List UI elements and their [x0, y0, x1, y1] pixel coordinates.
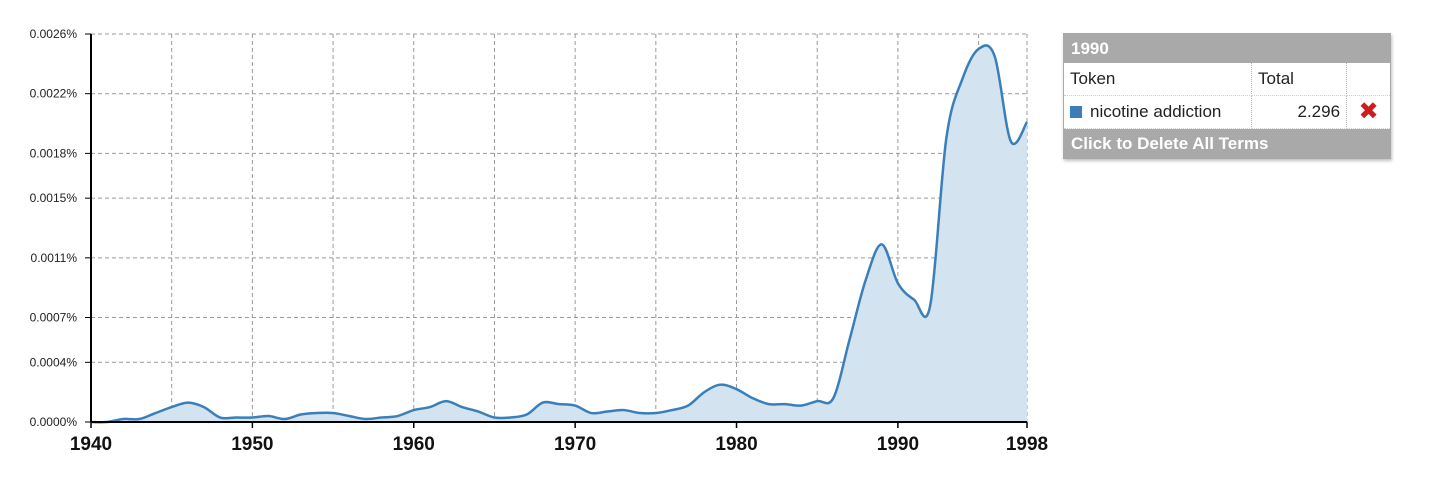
x-tick-label: 1998	[1006, 434, 1048, 455]
delete-icon[interactable]: ✖	[1358, 98, 1379, 125]
legend-delete-cell[interactable]: ✖	[1346, 95, 1390, 129]
chart-svg: 0.0000% 0.0004% 0.0007% 0.0011% 0.0015% 0.001…	[30, 27, 1049, 455]
x-tick-label: 1960	[393, 434, 435, 455]
legend-panel: 1990 Token Total nicotine addiction 2.29…	[1063, 33, 1391, 159]
delete-all-terms-button[interactable]: Click to Delete All Terms	[1064, 129, 1390, 158]
delete-column-header	[1346, 63, 1390, 96]
y-tick-label: 0.0004%	[30, 355, 78, 369]
series-area-fill	[91, 45, 1027, 423]
legend-header-row: Token Total	[1064, 63, 1390, 96]
legend-table: Token Total nicotine addiction 2.296 ✖	[1064, 63, 1390, 129]
series-color-swatch	[1070, 106, 1082, 118]
y-tick-label: 0.0018%	[30, 146, 78, 160]
legend-total-cell: 2.296	[1251, 95, 1348, 129]
legend-token-label: nicotine addiction	[1090, 102, 1222, 121]
axes	[85, 33, 1028, 428]
y-tick-label: 0.0015%	[30, 191, 78, 205]
total-column-header: Total	[1251, 63, 1348, 96]
y-tick-label: 0.0026%	[30, 27, 78, 41]
y-tick-label: 0.0000%	[30, 415, 78, 429]
y-tick-label: 0.0022%	[30, 87, 78, 101]
series-line	[90, 44, 1029, 424]
x-tick-label: 1990	[877, 434, 919, 455]
legend-year-header: 1990	[1064, 34, 1390, 63]
y-tick-label: 0.0011%	[31, 251, 78, 265]
x-tick-label: 1950	[231, 434, 273, 455]
x-tick-label: 1940	[70, 434, 112, 455]
area-layer	[90, 44, 1029, 424]
x-tick-label: 1980	[715, 434, 757, 455]
legend-token-cell[interactable]: nicotine addiction	[1064, 95, 1253, 129]
tick-labels: 0.0000% 0.0004% 0.0007% 0.0011% 0.0015% 0.001…	[30, 27, 1049, 455]
y-tick-label: 0.0007%	[30, 311, 78, 325]
token-column-header: Token	[1064, 63, 1253, 96]
legend-row: nicotine addiction 2.296 ✖	[1064, 95, 1390, 129]
x-tick-label: 1970	[554, 434, 596, 455]
